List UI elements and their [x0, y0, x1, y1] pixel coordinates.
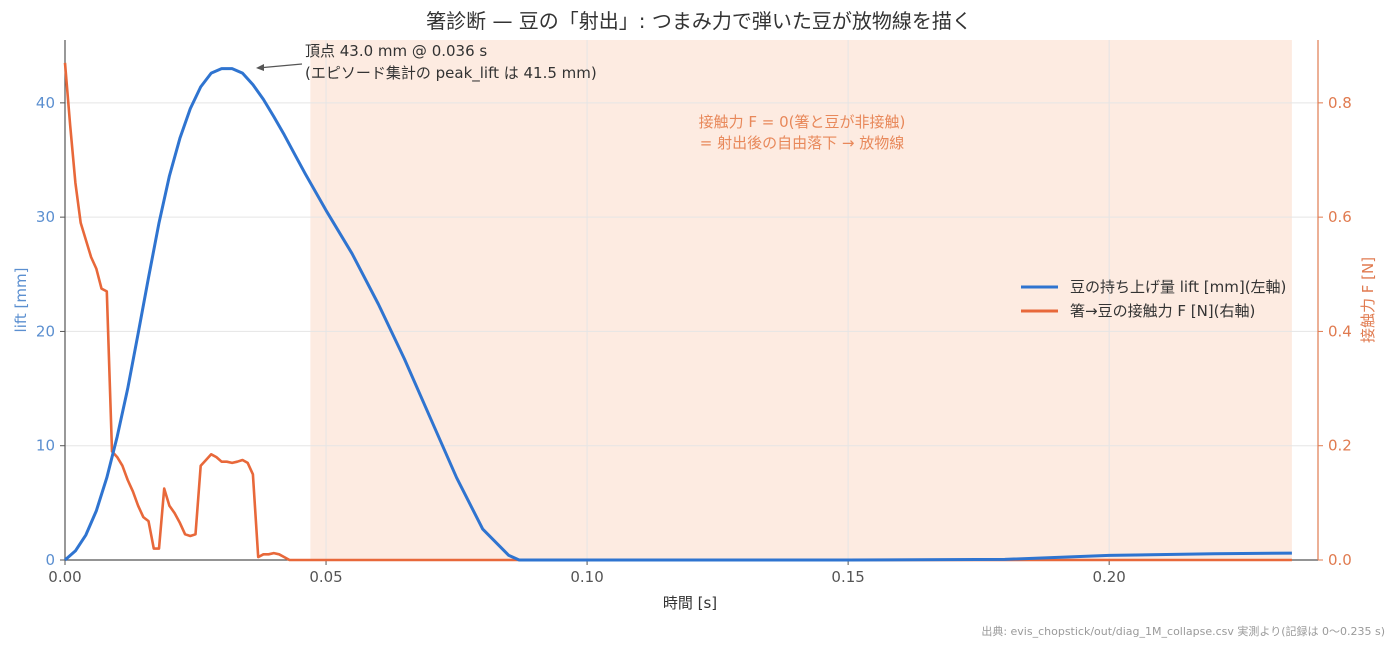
shaded-region: [310, 40, 1292, 560]
right-tick-label: 0.4: [1328, 322, 1352, 340]
left-tick-label: 30: [36, 208, 55, 226]
legend: 豆の持ち上げ量 lift [mm](左軸) 箸→豆の接触力 F [N](右軸): [1021, 278, 1286, 320]
chart-title: 箸診断 — 豆の「射出」: つまみ力で弾いた豆が放物線を描く: [426, 9, 972, 33]
series-line-lift: [64, 67, 1292, 562]
left-tick-label: 40: [36, 94, 55, 112]
right-tick-label: 0.6: [1328, 208, 1352, 226]
apex-arrowhead: [256, 64, 264, 71]
left-tick-label: 10: [36, 437, 55, 455]
left-axis-label: lift [mm]: [12, 268, 30, 333]
apex-label-line1: 頂点 43.0 mm @ 0.036 s: [305, 42, 487, 60]
right-axis-label: 接触力 F [N]: [1359, 257, 1377, 343]
apex-annotation: 頂点 43.0 mm @ 0.036 s (エピソード集計の peak_lift…: [256, 42, 597, 83]
x-tick-label: 0.15: [831, 568, 864, 586]
right-tick-label: 0.8: [1328, 94, 1352, 112]
left-tick-label: 0: [45, 551, 55, 569]
right-axis-ticks: 0.0 0.2 0.4 0.6 0.8: [1318, 94, 1352, 569]
shade-label-line2: = 射出後の自由落下 → 放物線: [700, 134, 904, 152]
x-axis-label: 時間 [s]: [663, 594, 717, 612]
right-tick-label: 0.2: [1328, 437, 1352, 455]
legend-label-force: 箸→豆の接触力 F [N](右軸): [1070, 302, 1255, 320]
left-tick-label: 20: [36, 322, 55, 340]
apex-label-line2: (エピソード集計の peak_lift は 41.5 mm): [305, 64, 597, 83]
shade-annotation: 接触力 F = 0(箸と豆が非接触) = 射出後の自由落下 → 放物線: [699, 113, 906, 152]
x-tick-label: 0.20: [1092, 568, 1125, 586]
shade-label-line1: 接触力 F = 0(箸と豆が非接触): [699, 113, 906, 131]
x-tick-label: 0.10: [570, 568, 603, 586]
legend-label-lift: 豆の持ち上げ量 lift [mm](左軸): [1070, 278, 1286, 296]
x-axis-ticks: 0.00 0.05 0.10 0.15 0.20: [48, 560, 1126, 586]
x-tick-label: 0.05: [309, 568, 342, 586]
right-tick-label: 0.0: [1328, 551, 1352, 569]
source-note: 出典: evis_chopstick/out/diag_1M_collapse.…: [981, 624, 1385, 638]
apex-arrow: [257, 63, 303, 69]
left-axis-ticks: 0 10 20 30 40: [36, 94, 65, 569]
x-tick-label: 0.00: [48, 568, 81, 586]
series-line-contact-force: [63, 62, 1292, 562]
